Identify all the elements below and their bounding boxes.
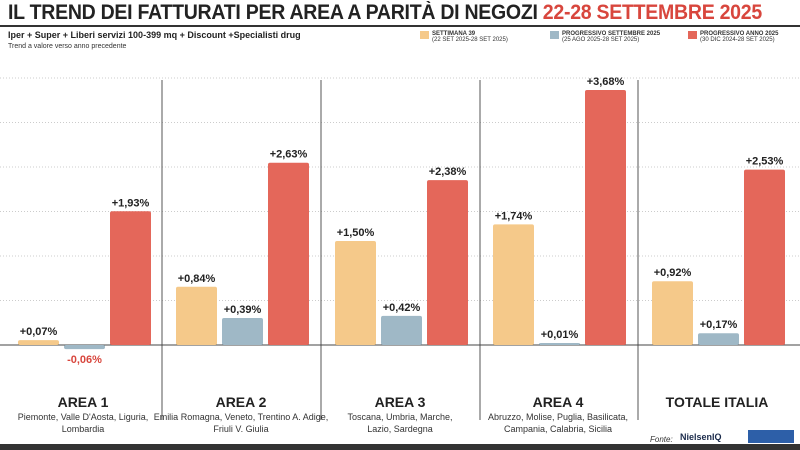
category-detail: Abruzzo, Molise, Puglia, Basilicata,: [488, 412, 628, 422]
category-label: AREA 4: [533, 394, 584, 410]
data-label: +1,50%: [337, 227, 375, 239]
bottom-rule: [0, 444, 800, 450]
data-label: +2,53%: [746, 156, 784, 168]
category-detail: Campania, Calabria, Sicilia: [504, 424, 612, 434]
category-label: AREA 2: [216, 394, 267, 410]
data-label: +0,17%: [700, 319, 738, 331]
bar: [744, 169, 785, 345]
title-rule: [0, 25, 800, 27]
bar: [222, 317, 263, 345]
category-label: AREA 1: [58, 394, 109, 410]
data-label: -0,06%: [67, 354, 102, 366]
data-label: +2,38%: [429, 166, 467, 178]
bar: [335, 241, 376, 345]
bar: [64, 345, 105, 350]
category-detail: Emilia Romagna, Veneto, Trentino A. Adig…: [154, 412, 329, 422]
bar: [110, 211, 151, 345]
bar: [493, 224, 534, 345]
bar: [268, 162, 309, 345]
note: Trend a valore verso anno precedente: [8, 43, 127, 50]
bar: [381, 315, 422, 345]
category-detail: Piemonte, Valle D'Aosta, Liguria,: [18, 412, 149, 422]
nielseniq-logo: NielsenIQ: [680, 432, 722, 442]
category-label: AREA 3: [375, 394, 426, 410]
bar: [585, 89, 626, 345]
legend-item: PROGRESSIVO ANNO 2025 (30 DIC 2024-28 SET…: [688, 31, 778, 43]
category-detail: Friuli V. Giulia: [213, 424, 268, 434]
publisher-logo: [748, 430, 794, 443]
data-label: +0,01%: [541, 329, 579, 341]
bar: [698, 333, 739, 345]
data-label: +1,74%: [495, 210, 533, 222]
legend-item: PROGRESSIVO SETTEMBRE 2025 (25 AGO 2025-2…: [550, 31, 660, 43]
data-label: +0,07%: [20, 326, 58, 338]
bar: [176, 286, 217, 345]
data-label: +0,84%: [178, 273, 216, 285]
data-label: +2,63%: [270, 149, 308, 161]
data-label: +0,92%: [654, 267, 692, 279]
category-label: TOTALE ITALIA: [666, 394, 769, 410]
subtitle: Iper + Super + Liberi servizi 100-399 mq…: [8, 30, 301, 40]
bar: [18, 340, 59, 345]
data-label: +0,39%: [224, 304, 262, 316]
legend-item: SETTIMANA 39 (22 SET 2025-28 SET 2025): [420, 31, 508, 43]
bar: [427, 180, 468, 345]
source-label: Fonte:: [650, 435, 673, 444]
bar: [652, 281, 693, 345]
data-label: +0,42%: [383, 302, 421, 314]
title-highlight: 22-28 SETTEMBRE 2025: [542, 1, 762, 24]
bar: [539, 343, 580, 345]
data-label: +1,93%: [112, 197, 150, 209]
category-detail: Lombardia: [62, 424, 105, 434]
chart-title: IL TREND DEI FATTURATI PER AREA A PARITÀ…: [8, 1, 762, 25]
data-label: +3,68%: [587, 76, 625, 88]
category-detail: Toscana, Umbria, Marche,: [347, 412, 452, 422]
title-main: IL TREND DEI FATTURATI PER AREA A PARITÀ…: [8, 1, 538, 24]
category-detail: Lazio, Sardegna: [367, 424, 433, 434]
